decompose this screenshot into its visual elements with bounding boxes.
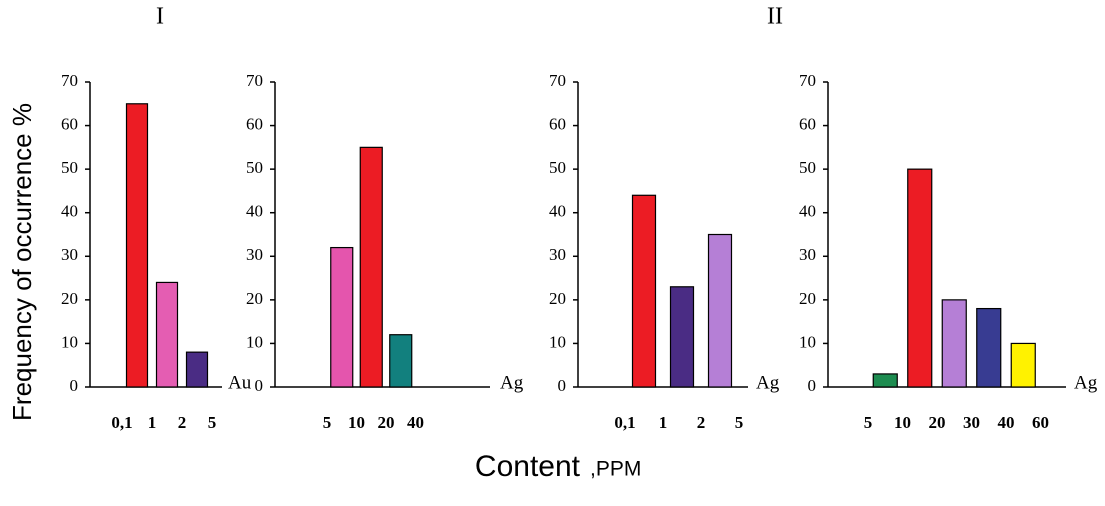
bar <box>185 351 209 388</box>
x-tick-label: 20 <box>929 413 946 432</box>
y-tick-label: 40 <box>61 202 78 221</box>
y-tick-label: 30 <box>61 245 78 264</box>
x-tick-label: 60 <box>1032 413 1049 432</box>
y-tick-label: 50 <box>549 158 566 177</box>
y-tick-label: 70 <box>61 71 78 90</box>
y-tick-label: 30 <box>799 245 816 264</box>
y-tick-label: 70 <box>246 71 263 90</box>
x-tick-label: 0,1 <box>614 413 635 432</box>
y-tick-label: 20 <box>799 289 816 308</box>
x-tick-label: 40 <box>407 413 424 432</box>
x-tick-label: 30 <box>963 413 980 432</box>
y-axis-label: Frequency of occurrence % <box>7 103 37 421</box>
bar <box>155 281 179 388</box>
bar <box>941 299 967 388</box>
y-tick-label: 70 <box>549 71 566 90</box>
y-tick-label: 50 <box>246 158 263 177</box>
x-tick-label: 5 <box>735 413 744 432</box>
y-tick-label: 30 <box>549 245 566 264</box>
y-tick-label: 70 <box>799 71 816 90</box>
y-tick-label: 0 <box>255 376 264 395</box>
x-tick-label: 40 <box>998 413 1015 432</box>
element-label: Au <box>228 372 252 393</box>
x-axis-label: Content <box>475 450 581 483</box>
bar <box>976 307 1002 388</box>
y-tick-label: 10 <box>246 332 263 351</box>
bar <box>707 233 733 388</box>
y-tick-label: 30 <box>246 245 263 264</box>
x-axis-unit: ,PPM <box>590 458 641 481</box>
x-tick-label: 10 <box>348 413 365 432</box>
element-label: Ag <box>500 372 524 393</box>
x-tick-label: 1 <box>148 413 157 432</box>
bar <box>330 246 354 388</box>
x-tick-label: 2 <box>178 413 187 432</box>
y-tick-label: 40 <box>799 202 816 221</box>
y-tick-label: 60 <box>549 114 566 133</box>
y-tick-label: 10 <box>549 332 566 351</box>
y-tick-label: 0 <box>808 376 817 395</box>
y-tick-label: 50 <box>61 158 78 177</box>
y-tick-label: 60 <box>61 114 78 133</box>
group-label: I <box>156 4 164 30</box>
y-tick-label: 60 <box>246 114 263 133</box>
y-tick-label: 10 <box>799 332 816 351</box>
y-tick-label: 20 <box>549 289 566 308</box>
element-label: Ag <box>1074 372 1098 393</box>
y-tick-label: 20 <box>246 289 263 308</box>
bar <box>872 373 898 388</box>
y-tick-label: 0 <box>70 376 79 395</box>
x-tick-label: 5 <box>208 413 217 432</box>
group-label: II <box>767 4 783 30</box>
x-tick-label: 10 <box>894 413 911 432</box>
x-tick-label: 5 <box>864 413 873 432</box>
bar <box>359 146 383 388</box>
y-tick-label: 20 <box>61 289 78 308</box>
y-tick-label: 10 <box>61 332 78 351</box>
x-tick-label: 2 <box>697 413 706 432</box>
bar <box>907 168 933 388</box>
x-tick-label: 1 <box>659 413 668 432</box>
y-tick-label: 60 <box>799 114 816 133</box>
y-tick-label: 0 <box>558 376 567 395</box>
x-tick-label: 0,1 <box>111 413 132 432</box>
y-tick-label: 50 <box>799 158 816 177</box>
bar <box>1010 342 1036 388</box>
x-tick-label: 5 <box>323 413 332 432</box>
bar <box>389 334 413 388</box>
x-tick-label: 20 <box>378 413 395 432</box>
bar <box>669 286 695 388</box>
bar <box>125 103 149 388</box>
y-tick-label: 40 <box>549 202 566 221</box>
bar <box>631 194 657 388</box>
element-label: Ag <box>756 372 780 393</box>
y-tick-label: 40 <box>246 202 263 221</box>
